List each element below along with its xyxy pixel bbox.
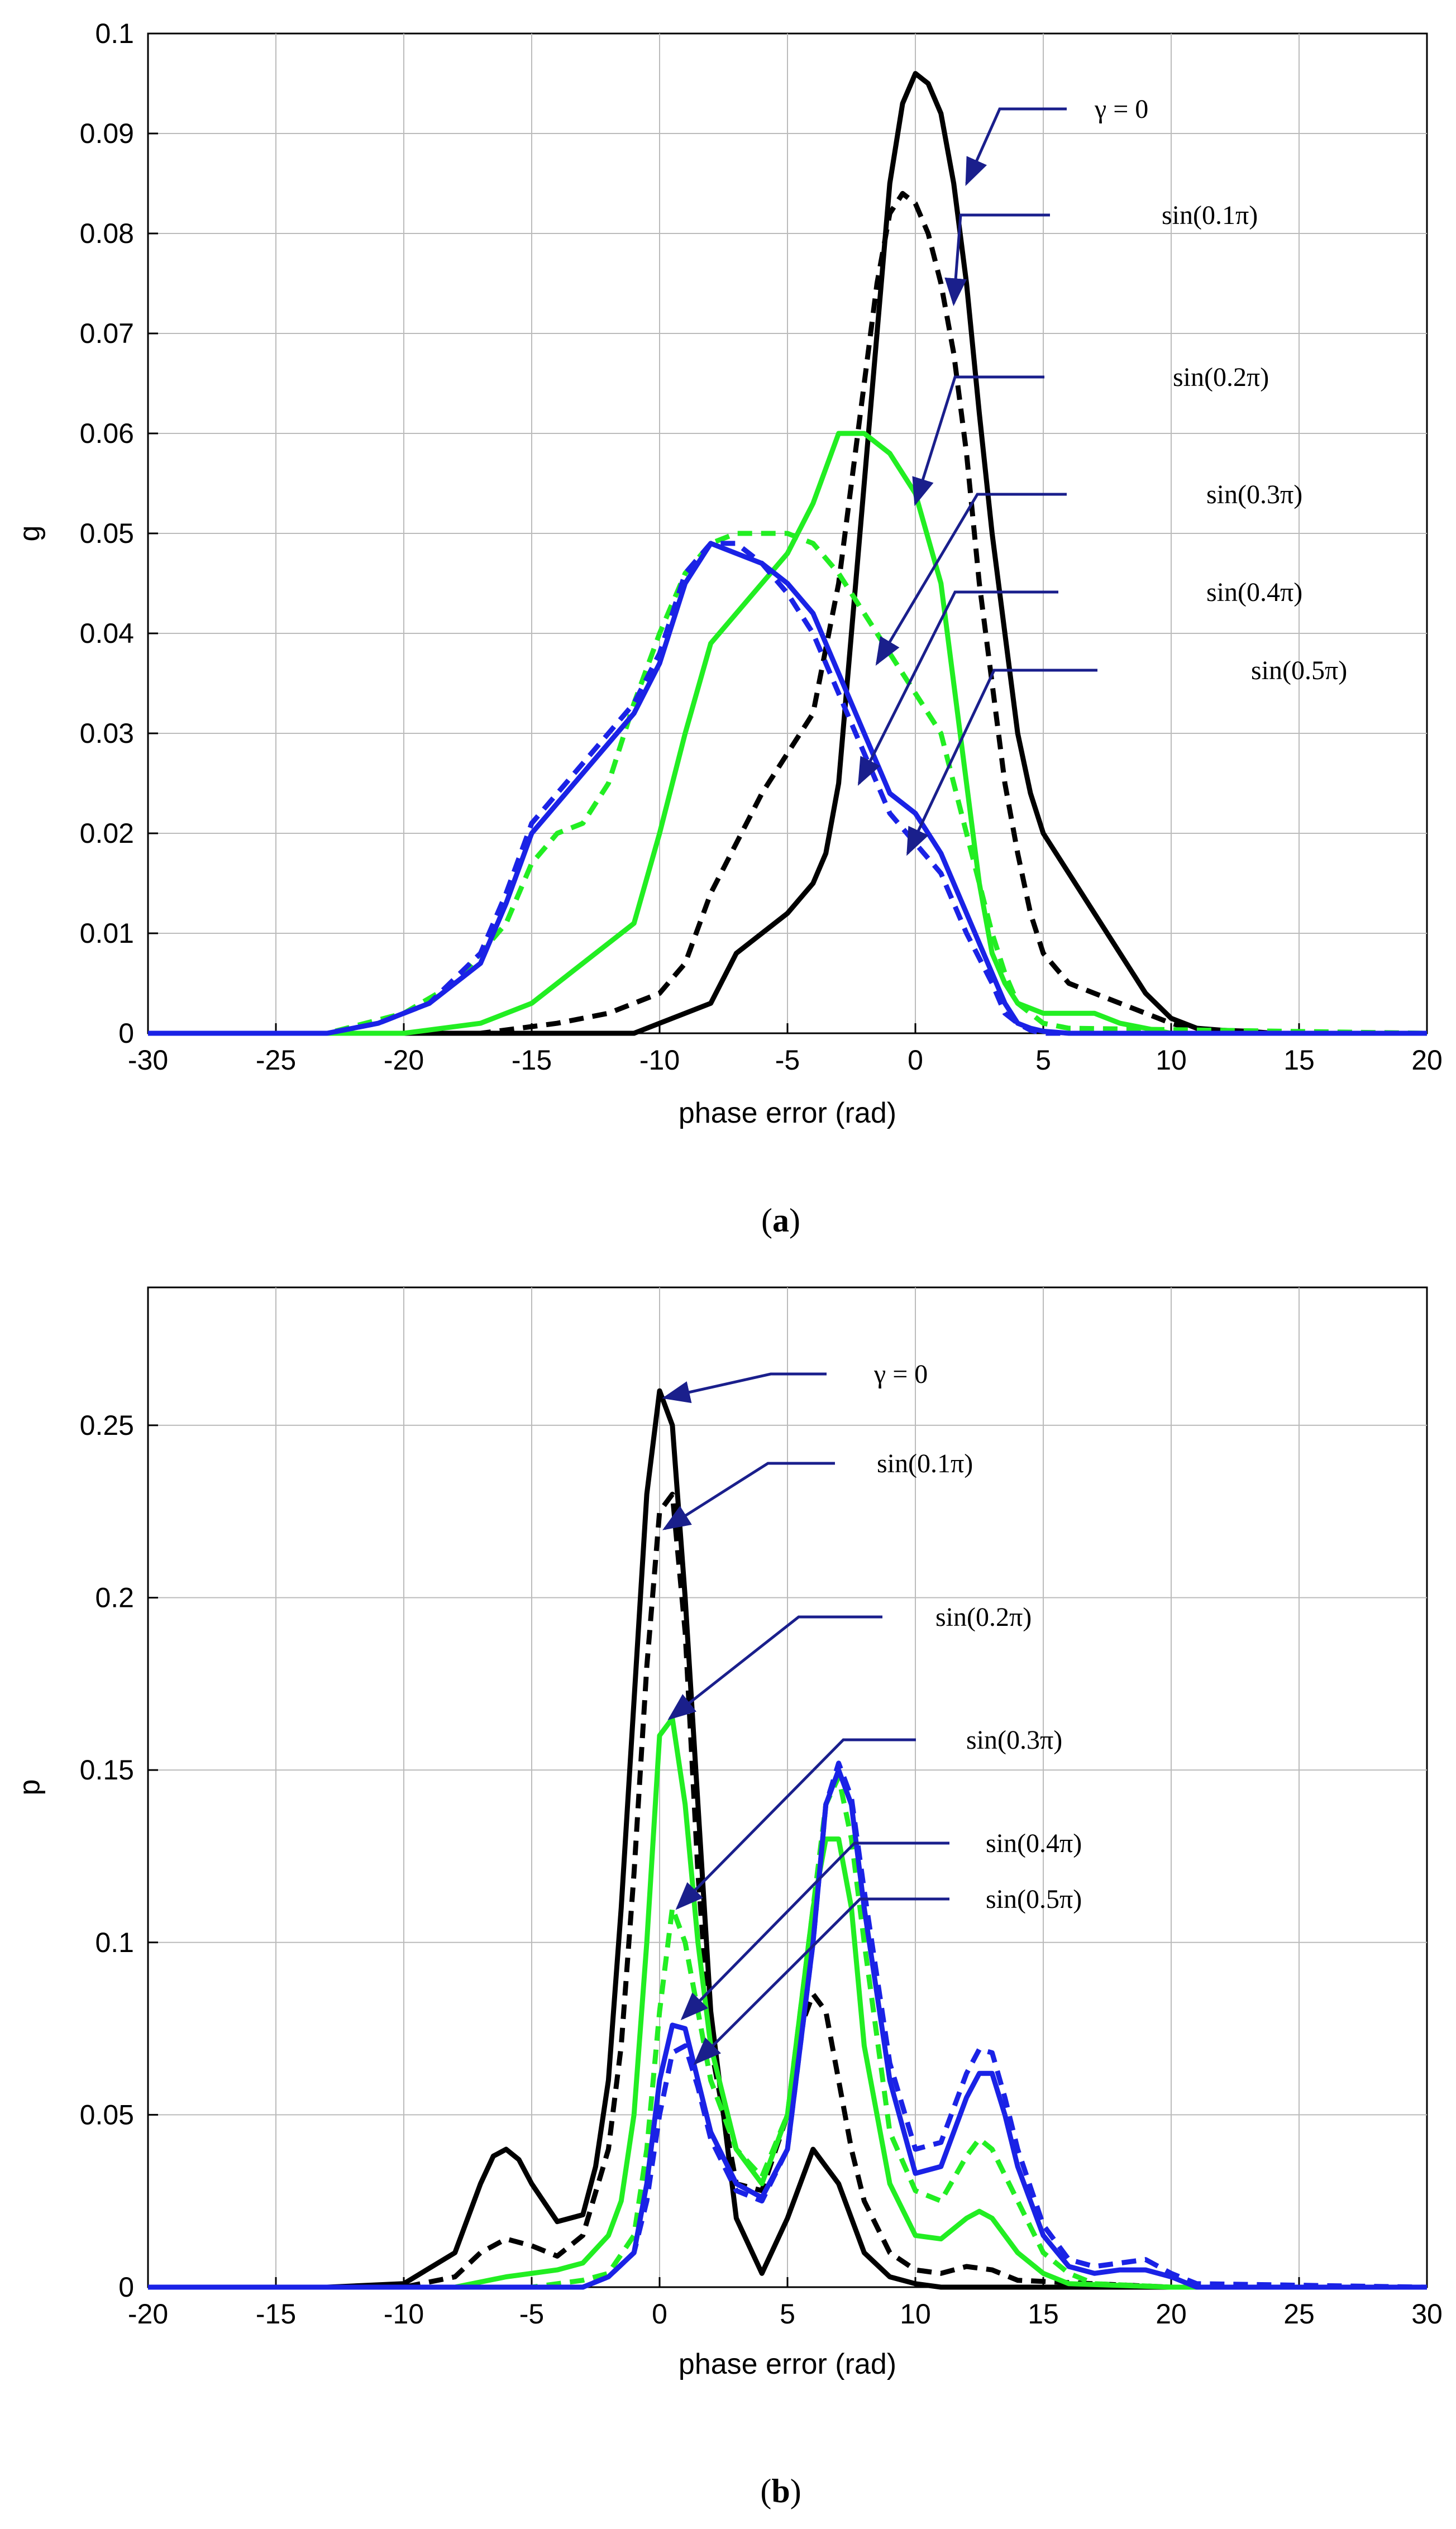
chart-b-x-tick-label: -5 xyxy=(519,2298,544,2330)
chart-a-x-tick-label: -30 xyxy=(128,1044,168,1076)
chart-a-y-tick-label: 0.08 xyxy=(80,218,134,249)
chart-b-series-line-1 xyxy=(148,1388,1427,2290)
chart-a-y-tick-label: 0 xyxy=(118,1018,134,1049)
chart-b-x-tick-label: 5 xyxy=(780,2298,795,2330)
chart-a-annotation-label: sin(0.2π) xyxy=(1173,362,1269,392)
chart-a-series xyxy=(148,71,1428,1036)
chart-b-y-tick-label: 0.1 xyxy=(95,1927,134,1958)
chart-b-series-line-3 xyxy=(148,1716,1427,2290)
chart-b-x-tick-label: 15 xyxy=(1028,2298,1059,2330)
chart-a-y-tick-label: 0.01 xyxy=(80,918,134,949)
chart-a-x-tick-label: -15 xyxy=(512,1044,552,1076)
chart-b-y-tick-label: 0.15 xyxy=(80,1754,134,1786)
chart-b-series-line-6 xyxy=(148,1760,1428,2290)
chart-a-series-line-1 xyxy=(148,71,1427,1036)
chart-b-series-line-2 xyxy=(148,1491,1427,2290)
chart-a-x-tick-label: -10 xyxy=(639,1044,680,1076)
chart-b-annotation-label: sin(0.1π) xyxy=(877,1449,973,1478)
chart-a-annotation-arrow xyxy=(857,590,1058,786)
chart-a-x-tick-label: 0 xyxy=(908,1044,923,1076)
chart-b-annotation-label: sin(0.5π) xyxy=(986,1884,1082,1914)
chart-b-x-tick-label: -20 xyxy=(128,2298,168,2330)
chart-b-x-tick-label: 25 xyxy=(1283,2298,1315,2330)
chart-b-x-tick-label: -15 xyxy=(256,2298,296,2330)
chart-b-caption-letter: b xyxy=(771,2473,790,2509)
chart-a-y-tick-label: 0.09 xyxy=(80,118,134,149)
chart-a-y-tick-label: 0.05 xyxy=(80,518,134,549)
chart-a-annotation-arrow xyxy=(875,493,1067,666)
chart-b-caption: (b) xyxy=(760,2473,801,2509)
chart-b-x-tick-label: 0 xyxy=(652,2298,667,2330)
chart-b-annotation-arrow xyxy=(662,1462,835,1530)
chart-a-annotation-arrow xyxy=(944,213,1050,307)
chart-a-x-tick-label: 20 xyxy=(1411,1044,1443,1076)
chart-a-y-tick-label: 0.04 xyxy=(80,618,134,649)
chart-b-annotation-arrow xyxy=(675,1738,916,1910)
chart-b-series xyxy=(148,1388,1428,2290)
chart-a-annotation-arrow xyxy=(906,669,1097,856)
chart-a-annotation-label: sin(0.1π) xyxy=(1162,201,1258,230)
chart-a-series-line-3 xyxy=(148,431,1427,1036)
chart-a-ticks: -30 -25 -20 -15 -10 -5 0 5 10 15 20 0 0.01 0.02 0.03 0.… xyxy=(80,18,1443,1076)
chart-a-annotations: γ = 0 sin(0.1π) sin(0.2π) sin(0.3π) sin(0.4π… xyxy=(857,94,1347,856)
chart-b-x-tick-label: 10 xyxy=(900,2298,931,2330)
chart-b-annotation-label: sin(0.3π) xyxy=(966,1725,1062,1755)
chart-a-series-line-4 xyxy=(148,531,1428,1036)
chart-b-y-tick-label: 0.05 xyxy=(80,2099,134,2130)
chart-a-annotation-label: γ = 0 xyxy=(1094,94,1148,124)
chart-b-annotation-label: γ = 0 xyxy=(873,1359,928,1389)
chart-a-x-tick-label: -20 xyxy=(384,1044,424,1076)
chart-b-annotation-arrow xyxy=(667,1615,882,1720)
chart-a-x-tick-label: 10 xyxy=(1156,1044,1187,1076)
chart-b-x-tick-label: 30 xyxy=(1411,2298,1443,2330)
chart-b-gridlines xyxy=(148,1287,1427,2287)
chart-a-y-tick-label: 0.06 xyxy=(80,418,134,449)
chart-a-caption: (a) xyxy=(761,1202,800,1239)
chart-a-y-tick-label: 0.07 xyxy=(80,318,134,349)
chart-a-x-tick-label: 5 xyxy=(1035,1044,1051,1076)
chart-a-series-line-2 xyxy=(148,190,1427,1036)
chart-a-y-axis-label: g xyxy=(13,526,46,542)
chart-a-series-line-6 xyxy=(148,541,1427,1036)
chart-b-annotation-label: sin(0.2π) xyxy=(935,1602,1032,1632)
chart-b-annotation-label: sin(0.4π) xyxy=(986,1829,1082,1858)
chart-b-ticks: -20 -15 -10 -5 0 5 10 15 20 25 30 0 0.05 0.1 0.15 0.2 0.… xyxy=(80,1410,1443,2330)
chart-a-annotation-label: sin(0.3π) xyxy=(1206,480,1302,509)
chart-a-caption-letter: a xyxy=(772,1202,789,1239)
chart-b: -20 -15 -10 -5 0 5 10 15 20 25 30 0 0.05 0.1 0.15 0.2 0.… xyxy=(13,1286,1443,2509)
chart-a-x-tick-label: -5 xyxy=(775,1044,800,1076)
chart-b-annotation-arrow xyxy=(680,1841,949,2021)
chart-b-x-tick-label: -10 xyxy=(384,2298,424,2330)
chart-b-y-tick-label: 0.25 xyxy=(80,1410,134,1441)
chart-a-annotation-label: sin(0.5π) xyxy=(1251,656,1347,685)
chart-b-annotations: γ = 0 sin(0.1π) sin(0.2π) sin(0.3π) sin(0.4π… xyxy=(662,1359,1082,2065)
chart-b-annotation-arrow xyxy=(693,1897,949,2065)
chart-b-x-axis-label: phase error (rad) xyxy=(679,2348,896,2380)
chart-a: -30 -25 -20 -15 -10 -5 0 5 10 15 20 0 0.01 0.02 0.03 0.… xyxy=(13,18,1443,1239)
chart-a-y-tick-label: 0.02 xyxy=(80,818,134,849)
chart-a-y-tick-label: 0.1 xyxy=(95,18,134,49)
chart-a-x-tick-label: -25 xyxy=(256,1044,296,1076)
chart-a-annotation-arrow xyxy=(912,375,1044,507)
chart-b-y-axis-label: p xyxy=(13,1779,46,1796)
chart-a-gridlines xyxy=(148,34,1427,1033)
chart-b-y-tick-label: 0 xyxy=(118,2272,134,2303)
chart-b-x-tick-label: 20 xyxy=(1156,2298,1187,2330)
chart-a-annotation-arrow xyxy=(965,107,1067,187)
chart-b-annotation-arrow xyxy=(662,1372,827,1404)
chart-a-annotation-label: sin(0.4π) xyxy=(1206,578,1302,607)
chart-a-x-tick-label: 15 xyxy=(1283,1044,1315,1076)
chart-a-y-tick-label: 0.03 xyxy=(80,718,134,749)
chart-a-x-axis-label: phase error (rad) xyxy=(679,1097,896,1129)
chart-b-y-tick-label: 0.2 xyxy=(95,1582,134,1614)
